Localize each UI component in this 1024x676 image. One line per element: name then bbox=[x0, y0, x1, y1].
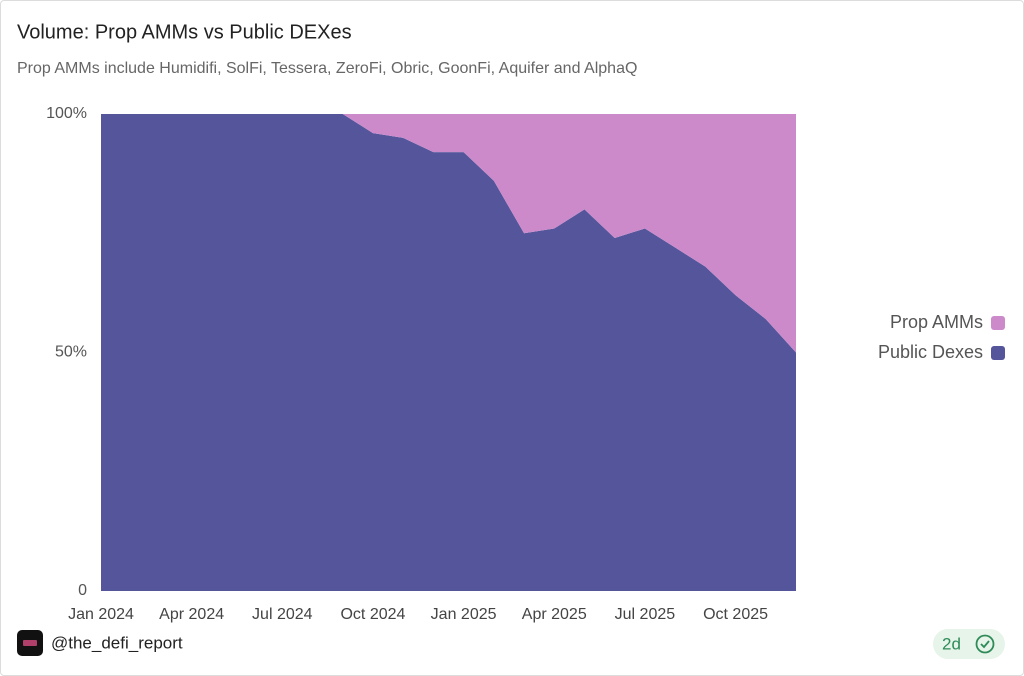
age: 2d bbox=[942, 634, 961, 653]
x-tick-label: Apr 2025 bbox=[522, 606, 587, 623]
verified-icon bbox=[975, 634, 995, 654]
legend-swatch bbox=[991, 316, 1005, 330]
x-tick-label: Jan 2025 bbox=[431, 606, 497, 623]
area bbox=[101, 114, 796, 353]
y-tick-label: 0 bbox=[78, 582, 87, 599]
y-tick-label: 100% bbox=[46, 105, 87, 122]
legend-swatch bbox=[991, 346, 1005, 360]
avatar-mark bbox=[23, 640, 37, 646]
x-tick-label: Apr 2024 bbox=[159, 606, 224, 623]
x-tick-label: Jul 2024 bbox=[252, 606, 313, 623]
handle: @the_defi_report bbox=[51, 633, 183, 652]
x-tick-label: Oct 2025 bbox=[703, 606, 768, 623]
area bbox=[101, 114, 796, 591]
x-tick-label: Oct 2024 bbox=[340, 606, 405, 623]
legend-label: Public Dexes bbox=[878, 342, 983, 362]
x-tick-label: Jan 2024 bbox=[68, 606, 134, 623]
x-tick-label: Jul 2025 bbox=[615, 606, 676, 623]
chart-title: Volume: Prop AMMs vs Public DEXes bbox=[17, 21, 352, 43]
verified-check bbox=[980, 640, 990, 649]
legend-label: Prop AMMs bbox=[890, 312, 983, 332]
y-tick-label: 50% bbox=[55, 344, 87, 361]
chart-subtitle: Prop AMMs include Humidifi, SolFi, Tesse… bbox=[17, 60, 637, 77]
